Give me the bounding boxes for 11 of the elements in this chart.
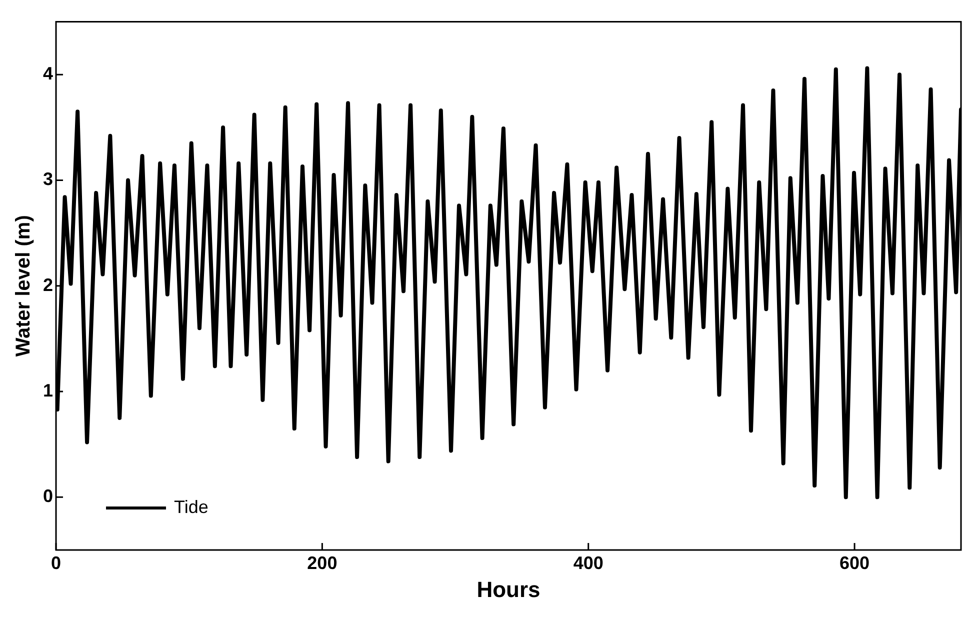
y-tick-label: 4 — [42, 64, 54, 84]
y-tick-label: 0 — [42, 486, 54, 506]
x-axis-title: Hours — [476, 576, 540, 602]
x-tick-label: 600 — [840, 552, 870, 573]
x-tick-label: 400 — [573, 552, 604, 573]
x-tick-label: 200 — [307, 552, 338, 573]
y-tick-label: 2 — [42, 274, 54, 295]
y-tick-label: 3 — [42, 169, 54, 190]
legend-label: Tide — [174, 496, 208, 517]
y-axis-title: Water level (m) — [12, 215, 35, 357]
y-tick-label: 1 — [42, 380, 54, 401]
